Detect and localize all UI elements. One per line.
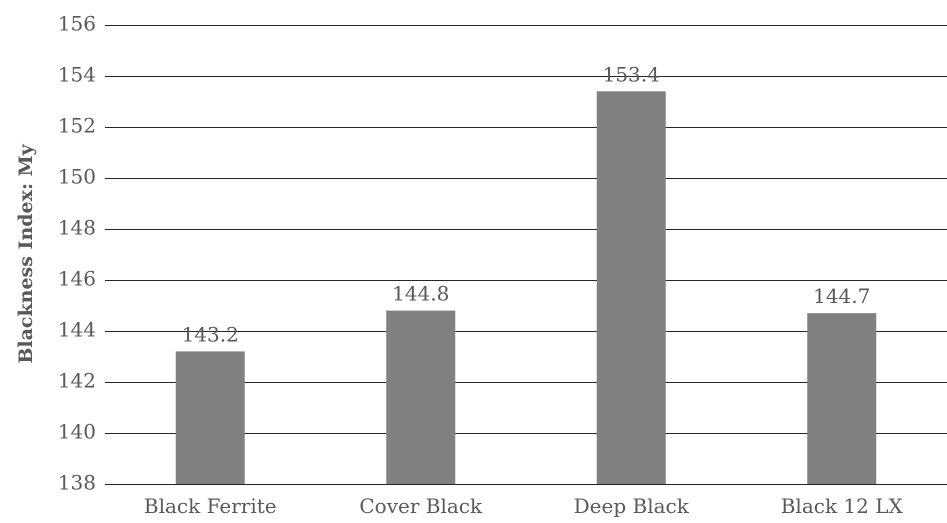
bar-black-ferrite [175, 351, 245, 484]
category-label: Cover Black [359, 494, 483, 518]
data-labels: 143.2 144.8 153.4 144.7 [182, 62, 871, 346]
y-tick-label: 148 [58, 216, 96, 240]
bar-deep-black [596, 91, 666, 485]
bar-cover-black [386, 310, 456, 484]
y-tick-label: 156 [58, 12, 96, 36]
category-labels: Black Ferrite Cover Black Deep Black Black … [144, 494, 904, 518]
y-tick-label: 140 [58, 420, 96, 444]
category-label: Black 12 LX [781, 494, 904, 518]
bar-black-12-lx [807, 313, 877, 484]
y-tick-label: 150 [58, 165, 96, 189]
gridlines [105, 25, 947, 485]
y-axis-title: Blackness Index: My [15, 143, 37, 363]
y-tick-labels: 138 140 142 144 146 148 150 152 154 156 [58, 12, 96, 495]
y-tick-label: 144 [58, 318, 96, 342]
y-tick-label: 142 [58, 369, 96, 393]
data-label: 143.2 [182, 322, 239, 346]
category-label: Black Ferrite [144, 494, 277, 518]
category-label: Deep Black [574, 494, 690, 518]
y-tick-label: 152 [58, 114, 96, 138]
data-label: 153.4 [603, 62, 660, 86]
bars [175, 91, 877, 485]
y-tick-label: 146 [58, 267, 96, 291]
y-tick-label: 138 [58, 471, 96, 495]
y-tick-label: 154 [58, 63, 96, 87]
data-label: 144.8 [392, 282, 449, 306]
data-label: 144.7 [813, 284, 870, 308]
